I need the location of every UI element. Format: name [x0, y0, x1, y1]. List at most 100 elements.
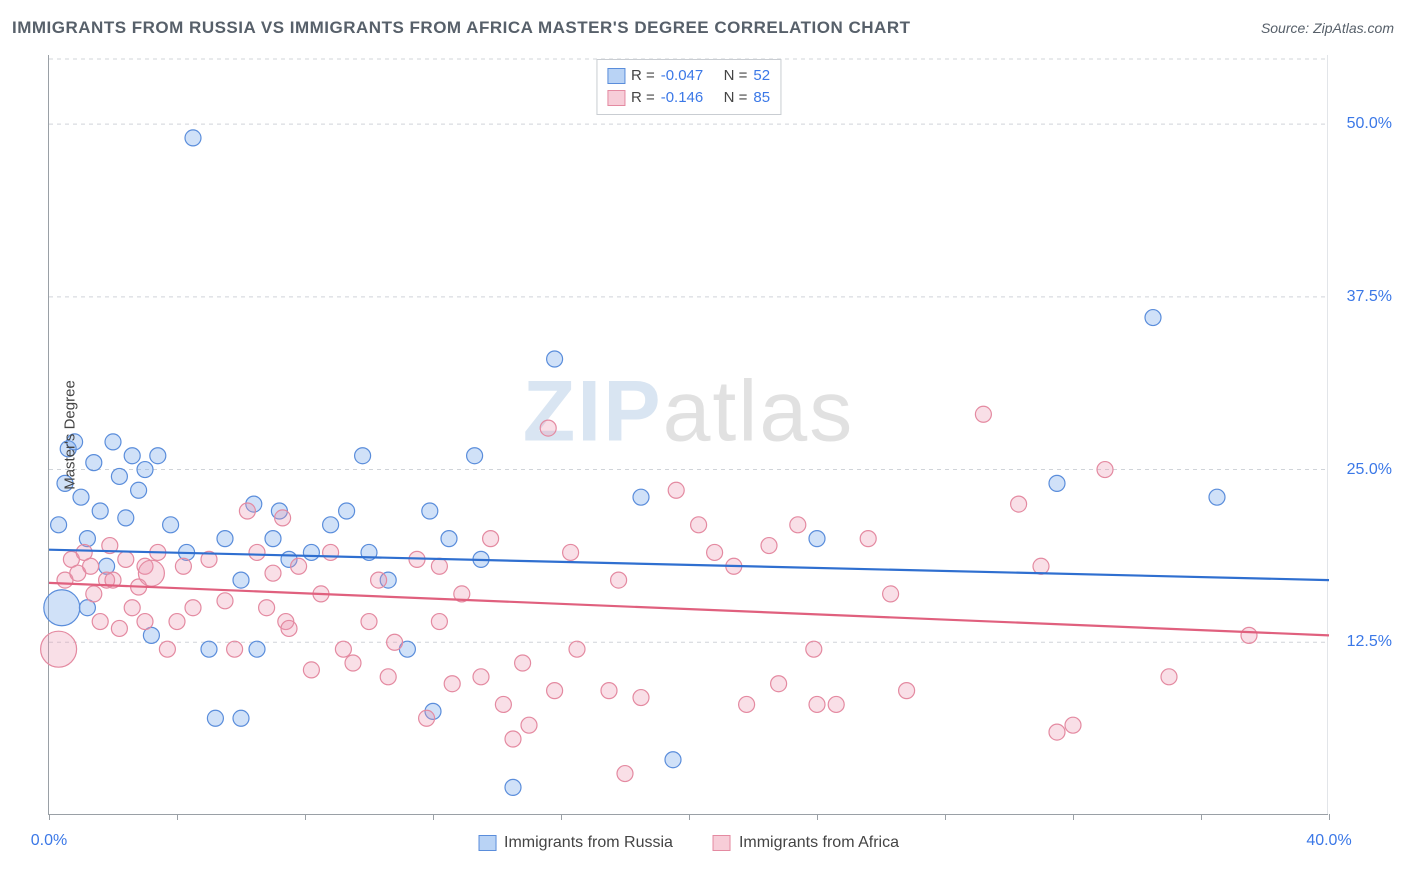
point-africa	[291, 558, 307, 574]
point-africa	[975, 406, 991, 422]
point-russia	[1145, 310, 1161, 326]
point-africa	[431, 614, 447, 630]
point-russia	[633, 489, 649, 505]
point-africa	[185, 600, 201, 616]
point-russia	[441, 531, 457, 547]
point-africa	[739, 696, 755, 712]
source-attribution: Source: ZipAtlas.com	[1261, 20, 1394, 36]
point-africa	[259, 600, 275, 616]
r-label: R =	[631, 87, 655, 109]
point-africa	[227, 641, 243, 657]
point-africa	[380, 669, 396, 685]
n-value-russia: 52	[753, 65, 770, 87]
point-russia	[163, 517, 179, 533]
point-africa	[345, 655, 361, 671]
point-africa	[118, 551, 134, 567]
point-africa	[668, 482, 684, 498]
point-africa	[444, 676, 460, 692]
x-axis-label: 0.0%	[31, 832, 67, 850]
point-africa	[601, 683, 617, 699]
point-russia	[185, 130, 201, 146]
legend-series: Immigrants from Russia Immigrants from A…	[478, 834, 899, 852]
source-prefix: Source:	[1261, 20, 1313, 36]
x-tick	[305, 814, 306, 820]
point-africa	[387, 634, 403, 650]
point-russia	[118, 510, 134, 526]
point-russia	[547, 351, 563, 367]
point-africa	[883, 586, 899, 602]
point-africa	[899, 683, 915, 699]
point-russia	[1049, 475, 1065, 491]
legend-label-africa: Immigrants from Africa	[739, 834, 899, 852]
point-russia	[105, 434, 121, 450]
point-russia	[422, 503, 438, 519]
point-africa	[611, 572, 627, 588]
point-russia	[323, 517, 339, 533]
point-africa	[515, 655, 531, 671]
trendline-africa	[49, 583, 1329, 636]
scatter-svg	[49, 55, 1329, 815]
point-africa	[137, 614, 153, 630]
point-russia	[73, 489, 89, 505]
point-africa	[483, 531, 499, 547]
point-africa	[111, 620, 127, 636]
point-africa	[860, 531, 876, 547]
r-label: R =	[631, 65, 655, 87]
point-russia	[355, 448, 371, 464]
point-africa	[275, 510, 291, 526]
point-africa	[1033, 558, 1049, 574]
point-africa	[495, 696, 511, 712]
point-russia	[86, 455, 102, 471]
point-africa	[239, 503, 255, 519]
point-africa	[335, 641, 351, 657]
point-russia	[1209, 489, 1225, 505]
point-africa	[473, 669, 489, 685]
point-russia	[467, 448, 483, 464]
point-africa	[371, 572, 387, 588]
point-russia	[265, 531, 281, 547]
legend-swatch-africa	[607, 90, 625, 106]
point-africa	[265, 565, 281, 581]
point-africa	[1065, 717, 1081, 733]
point-africa	[569, 641, 585, 657]
point-russia	[51, 517, 67, 533]
point-russia	[233, 572, 249, 588]
source-link[interactable]: ZipAtlas.com	[1313, 20, 1394, 36]
point-africa	[828, 696, 844, 712]
point-africa	[1241, 627, 1257, 643]
point-africa	[169, 614, 185, 630]
x-tick	[945, 814, 946, 820]
point-africa	[1011, 496, 1027, 512]
legend-swatch-russia-2	[478, 835, 496, 851]
legend-swatch-russia	[607, 68, 625, 84]
chart-title: IMMIGRANTS FROM RUSSIA VS IMMIGRANTS FRO…	[12, 18, 911, 38]
point-africa	[86, 586, 102, 602]
y-tick-label: 25.0%	[1347, 461, 1392, 479]
point-africa	[540, 420, 556, 436]
point-russia	[207, 710, 223, 726]
point-africa	[361, 614, 377, 630]
chart-header: IMMIGRANTS FROM RUSSIA VS IMMIGRANTS FRO…	[12, 18, 1394, 38]
point-africa	[707, 544, 723, 560]
y-tick-label: 12.5%	[1347, 633, 1392, 651]
point-africa	[323, 544, 339, 560]
legend-row-africa: R = -0.146 N = 85	[607, 87, 770, 109]
x-tick	[817, 814, 818, 820]
x-tick	[561, 814, 562, 820]
point-africa	[92, 614, 108, 630]
point-africa	[124, 600, 140, 616]
point-africa	[547, 683, 563, 699]
x-tick	[1329, 814, 1330, 820]
x-tick	[689, 814, 690, 820]
point-africa	[41, 631, 77, 667]
point-africa	[790, 517, 806, 533]
point-russia	[111, 468, 127, 484]
point-russia	[131, 482, 147, 498]
point-russia	[809, 531, 825, 547]
y-axis-title: Master's Degree	[61, 380, 78, 490]
point-africa	[806, 641, 822, 657]
n-value-africa: 85	[753, 87, 770, 109]
r-value-russia: -0.047	[661, 65, 704, 87]
n-label: N =	[724, 87, 748, 109]
point-africa	[1161, 669, 1177, 685]
